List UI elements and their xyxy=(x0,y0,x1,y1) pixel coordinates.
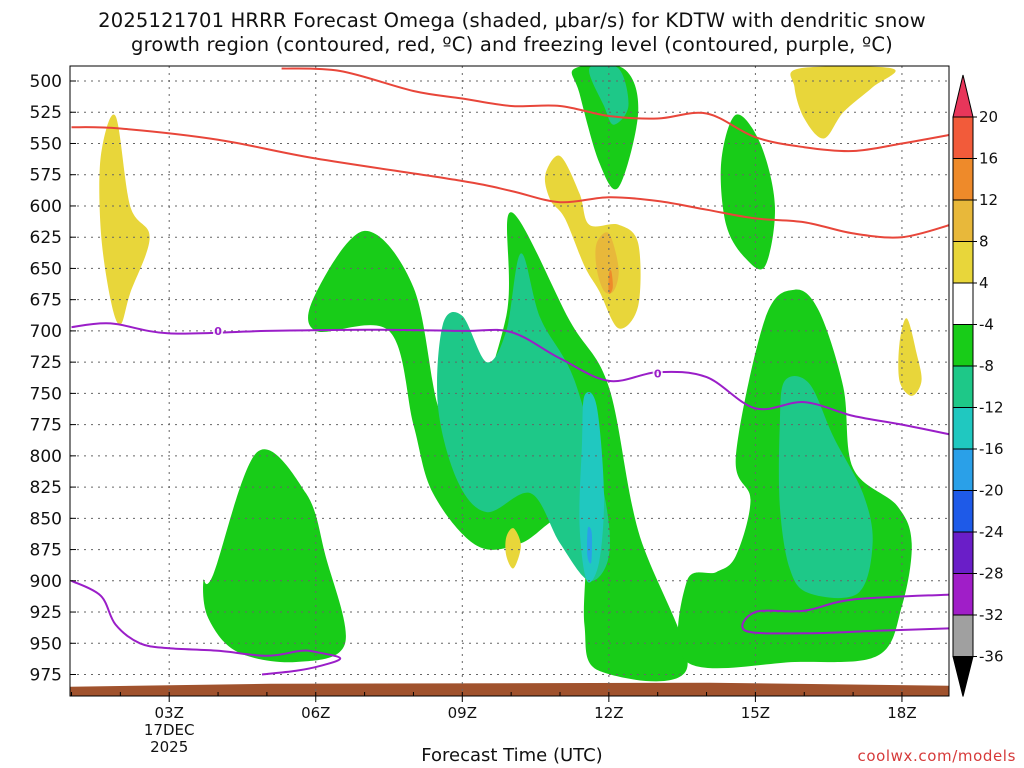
omega-region-3 xyxy=(720,114,775,270)
colorbar-label-8: 8 xyxy=(979,233,989,251)
ground-layer xyxy=(70,682,949,696)
omega-region-14 xyxy=(505,528,521,569)
colorbar-box-1 xyxy=(952,116,974,159)
freezing-level-label-1: 0 xyxy=(654,367,662,380)
y-tick-label-500: 500 xyxy=(30,72,62,92)
colorbar-bottom-arrow xyxy=(952,656,974,697)
colorbar: 20 16 12 8 4 -4 -8 -12 -16 -20 -24 -28 -32 -36 xyxy=(952,74,1004,697)
x-tick-label-09Z: 09Z xyxy=(448,704,477,722)
omega-region-12 xyxy=(790,66,896,139)
credit-link[interactable]: coolwx.com/models xyxy=(857,747,1016,765)
colorbar-label-16: 16 xyxy=(979,150,998,168)
omega-region-0 xyxy=(203,449,346,663)
colorbar-label--24: -24 xyxy=(979,523,1004,541)
x-tick-label-03Z: 03Z xyxy=(155,704,184,722)
colorbar-label--8: -8 xyxy=(979,357,994,375)
y-tick-label-650: 650 xyxy=(30,259,62,279)
colorbar-box-8 xyxy=(952,407,974,450)
colorbar-label-12: 12 xyxy=(979,191,998,209)
y-tick-label-975: 975 xyxy=(30,666,62,686)
chart-title-line-1: 2025121701 HRRR Forecast Omega (shaded, … xyxy=(98,9,926,32)
y-tick-label-675: 675 xyxy=(30,291,62,311)
colorbar-box-2 xyxy=(952,158,974,201)
y-tick-label-625: 625 xyxy=(30,228,62,248)
y-tick-label-600: 600 xyxy=(30,197,62,217)
x-tick-label-18Z: 18Z xyxy=(887,704,916,722)
x-tick-label-12Z: 12Z xyxy=(594,704,623,722)
y-tick-label-750: 750 xyxy=(30,384,62,404)
y-tick-label-825: 825 xyxy=(30,478,62,498)
colorbar-box-4 xyxy=(952,241,974,284)
y-tick-label-525: 525 xyxy=(30,103,62,123)
colorbar-top-arrow xyxy=(952,74,974,118)
colorbar-label--4: -4 xyxy=(979,316,994,334)
y-tick-label-800: 800 xyxy=(30,447,62,467)
omega-region-9 xyxy=(587,526,593,564)
omega-region-16 xyxy=(608,270,613,294)
colorbar-label--20: -20 xyxy=(979,482,1004,500)
omega-region-5 xyxy=(437,253,610,582)
omega-region-6 xyxy=(778,376,873,599)
y-tick-label-775: 775 xyxy=(30,416,62,436)
ground-surface xyxy=(70,682,949,696)
omega-region-13 xyxy=(898,318,922,396)
y-tick-label-700: 700 xyxy=(30,322,62,342)
contour-label-bg-0 xyxy=(213,324,224,337)
y-tick-label-575: 575 xyxy=(30,166,62,186)
colorbar-label--28: -28 xyxy=(979,565,1004,583)
colorbar-box-12 xyxy=(952,573,974,616)
colorbar-label--16: -16 xyxy=(979,440,1004,458)
y-tick-label-900: 900 xyxy=(30,572,62,592)
omega-region-8 xyxy=(579,391,605,583)
x-year-label: 2025 xyxy=(150,738,188,756)
x-tick-label-06Z: 06Z xyxy=(301,704,330,722)
chart-title-line-2: growth region (contoured, red, ºC) and f… xyxy=(131,33,893,56)
dgz-contour-1 xyxy=(281,67,949,153)
y-tick-label-875: 875 xyxy=(30,541,62,561)
y-tick-label-925: 925 xyxy=(30,603,62,623)
x-date-label: 17DEC xyxy=(144,721,195,739)
omega-region-11 xyxy=(544,155,641,329)
omega-shading-layer xyxy=(99,66,922,682)
axes-layer: 500 525 550 575 600 625 650 675 700 725 750 775 800 8… xyxy=(30,65,950,756)
y-tick-label-725: 725 xyxy=(30,353,62,373)
plot-frame xyxy=(69,65,950,697)
freezing-level-contour-2 xyxy=(741,593,949,635)
colorbar-box-7 xyxy=(952,365,974,408)
colorbar-label--36: -36 xyxy=(979,648,1004,666)
omega-region-15 xyxy=(595,232,619,294)
freezing-level-contour-1 xyxy=(71,579,342,676)
colorbar-box-10 xyxy=(952,490,974,533)
x-tick-label-15Z: 15Z xyxy=(741,704,770,722)
colorbar-label-4: 4 xyxy=(979,274,989,292)
dgz-contour-0 xyxy=(71,126,949,239)
y-tick-label-550: 550 xyxy=(30,134,62,154)
omega-region-10 xyxy=(99,114,150,325)
colorbar-label-20: 20 xyxy=(979,108,998,126)
colorbar-box-9 xyxy=(952,448,974,491)
y-tick-label-950: 950 xyxy=(30,634,62,654)
colorbar-box-3 xyxy=(952,199,974,242)
colorbar-box-11 xyxy=(952,531,974,574)
colorbar-box-13 xyxy=(952,614,974,657)
colorbar-box-6 xyxy=(952,324,974,367)
y-tick-label-850: 850 xyxy=(30,509,62,529)
colorbar-label--12: -12 xyxy=(979,399,1004,417)
contour-label-bg-1 xyxy=(652,367,663,380)
colorbar-label--32: -32 xyxy=(979,606,1004,624)
x-axis-label: Forecast Time (UTC) xyxy=(421,745,603,766)
colorbar-box-5 xyxy=(952,282,974,325)
freezing-level-label-0: 0 xyxy=(214,325,222,338)
contour-layer: 00 xyxy=(71,67,949,676)
